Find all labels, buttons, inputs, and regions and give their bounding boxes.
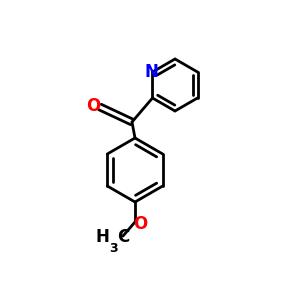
- Text: O: O: [133, 215, 147, 233]
- Text: C: C: [117, 228, 129, 246]
- Text: N: N: [145, 63, 158, 81]
- Text: H: H: [95, 228, 109, 246]
- Text: 3: 3: [109, 242, 118, 255]
- Text: O: O: [86, 97, 100, 115]
